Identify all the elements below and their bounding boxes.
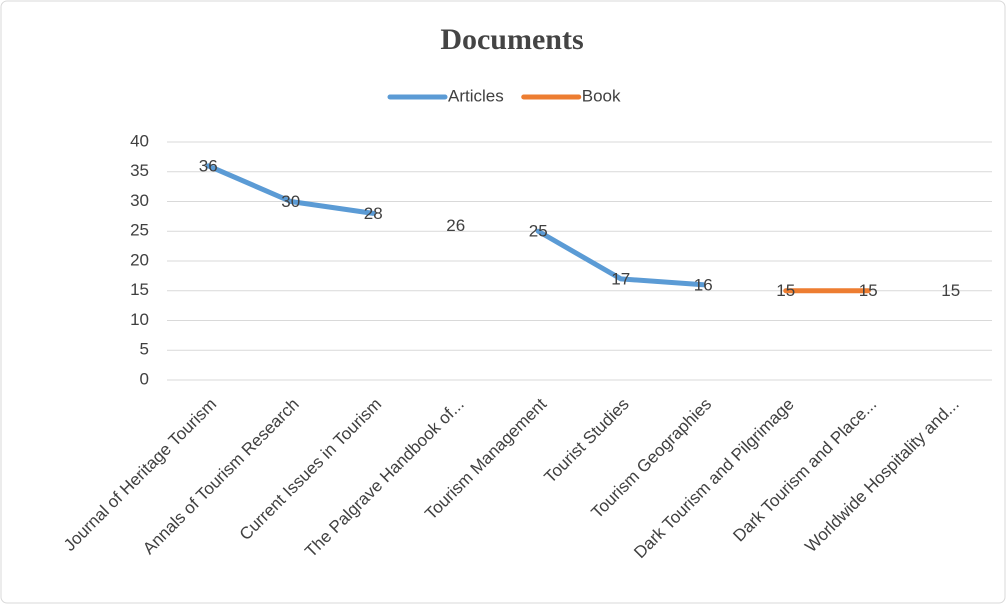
data-label: 15 xyxy=(859,281,878,300)
data-label: 30 xyxy=(281,192,300,211)
chart-title: Documents xyxy=(440,23,583,56)
data-label: 15 xyxy=(776,281,795,300)
y-tick-label: 15 xyxy=(130,280,149,299)
y-tick-label: 35 xyxy=(130,161,149,180)
y-tick-label: 40 xyxy=(130,131,149,150)
data-label: 15 xyxy=(941,281,960,300)
data-label: 28 xyxy=(364,204,383,223)
y-tick-label: 5 xyxy=(140,340,149,359)
data-label: 26 xyxy=(446,216,465,235)
data-label: 16 xyxy=(694,275,713,294)
y-tick-label: 20 xyxy=(130,250,149,269)
legend-label: Book xyxy=(582,86,621,105)
y-tick-label: 0 xyxy=(140,369,149,388)
y-tick-label: 30 xyxy=(130,191,149,210)
y-tick-label: 10 xyxy=(130,310,149,329)
data-label: 36 xyxy=(199,156,218,175)
data-label: 17 xyxy=(611,269,630,288)
y-tick-label: 25 xyxy=(130,221,149,240)
legend-label: Articles xyxy=(448,86,504,105)
data-label: 25 xyxy=(529,222,548,241)
